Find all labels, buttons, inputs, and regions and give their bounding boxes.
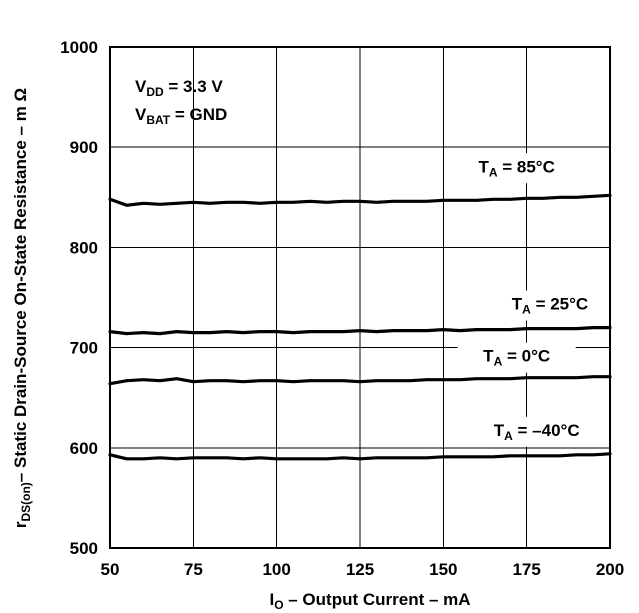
series-label-background: [457, 153, 576, 184]
series-line-2: [108, 375, 612, 386]
series-lines: [108, 193, 612, 461]
series-line-3: [108, 452, 612, 461]
series-labels: TA = 85°CTA = 25°CTA = 0°CTA = –40°C: [457, 153, 609, 447]
y-axis-label-main: r: [11, 521, 30, 528]
series-label-main: T: [478, 157, 489, 176]
series-label-2: TA = 0°C: [483, 347, 550, 369]
condition-rest: = 3.3 V: [164, 77, 224, 96]
y-tick-label: 700: [70, 339, 98, 358]
y-tick-label: 500: [70, 539, 98, 558]
y-tick-label: 900: [70, 138, 98, 157]
series-label-sub: A: [522, 303, 531, 317]
condition-rest: = GND: [170, 105, 227, 124]
series-label-background: [477, 416, 596, 447]
series-line-1: [108, 326, 612, 336]
condition-sub: DD: [146, 85, 164, 99]
y-axis-label-sub: DS(on): [19, 482, 33, 521]
y-axis-label: rDS(on)– Static Drain-Source On-State Re…: [11, 88, 33, 528]
series-label-rest: = 0°C: [502, 347, 550, 366]
series-line-0: [108, 193, 612, 207]
plot-frame: [109, 46, 611, 549]
series-label-sub: A: [494, 355, 503, 369]
x-tick-label: 200: [596, 560, 624, 579]
condition-1: VBAT = GND: [135, 105, 227, 127]
series-label-rest: = 85°C: [498, 157, 555, 176]
x-axis-label: IO – Output Current – mA: [269, 590, 470, 612]
series-label-main: T: [483, 347, 494, 366]
x-tick-label: 75: [184, 560, 203, 579]
x-tick-label: 175: [512, 560, 540, 579]
series-label-rest: = –40°C: [513, 421, 580, 440]
x-tick-label: 150: [429, 560, 457, 579]
series-label-main: T: [494, 421, 505, 440]
y-tick-label: 600: [70, 439, 98, 458]
series-label-1: TA = 25°C: [512, 295, 588, 317]
series-label-background: [457, 342, 576, 373]
y-axis-label-rest: – Static Drain-Source On-State Resistanc…: [11, 88, 30, 482]
series-label-3: TA = –40°C: [494, 421, 580, 443]
series-label-sub: A: [489, 165, 498, 179]
x-axis-label-sub: O: [274, 598, 283, 612]
y-tick-labels: 500 600 700 800 900 1000: [60, 38, 98, 558]
y-tick-label: 1000: [60, 38, 98, 57]
x-tick-label: 100: [262, 560, 290, 579]
x-tick-label: 125: [346, 560, 374, 579]
series-label-sub: A: [504, 429, 513, 443]
condition-main: V: [135, 77, 147, 96]
x-axis-label-rest: – Output Current – mA: [284, 590, 471, 609]
series-label-0: TA = 85°C: [478, 157, 554, 179]
condition-0: VDD = 3.3 V: [135, 77, 223, 99]
series-label-main: T: [512, 295, 523, 314]
condition-sub: BAT: [146, 113, 170, 127]
x-axis-label-main: I: [269, 590, 274, 609]
series-label-rest: = 25°C: [531, 295, 588, 314]
x-tick-label: 50: [101, 560, 120, 579]
x-tick-labels: 50 75 100 125 150 175 200: [101, 560, 625, 579]
condition-main: V: [135, 105, 147, 124]
series-label-background: [491, 290, 609, 321]
y-tick-label: 800: [70, 238, 98, 257]
